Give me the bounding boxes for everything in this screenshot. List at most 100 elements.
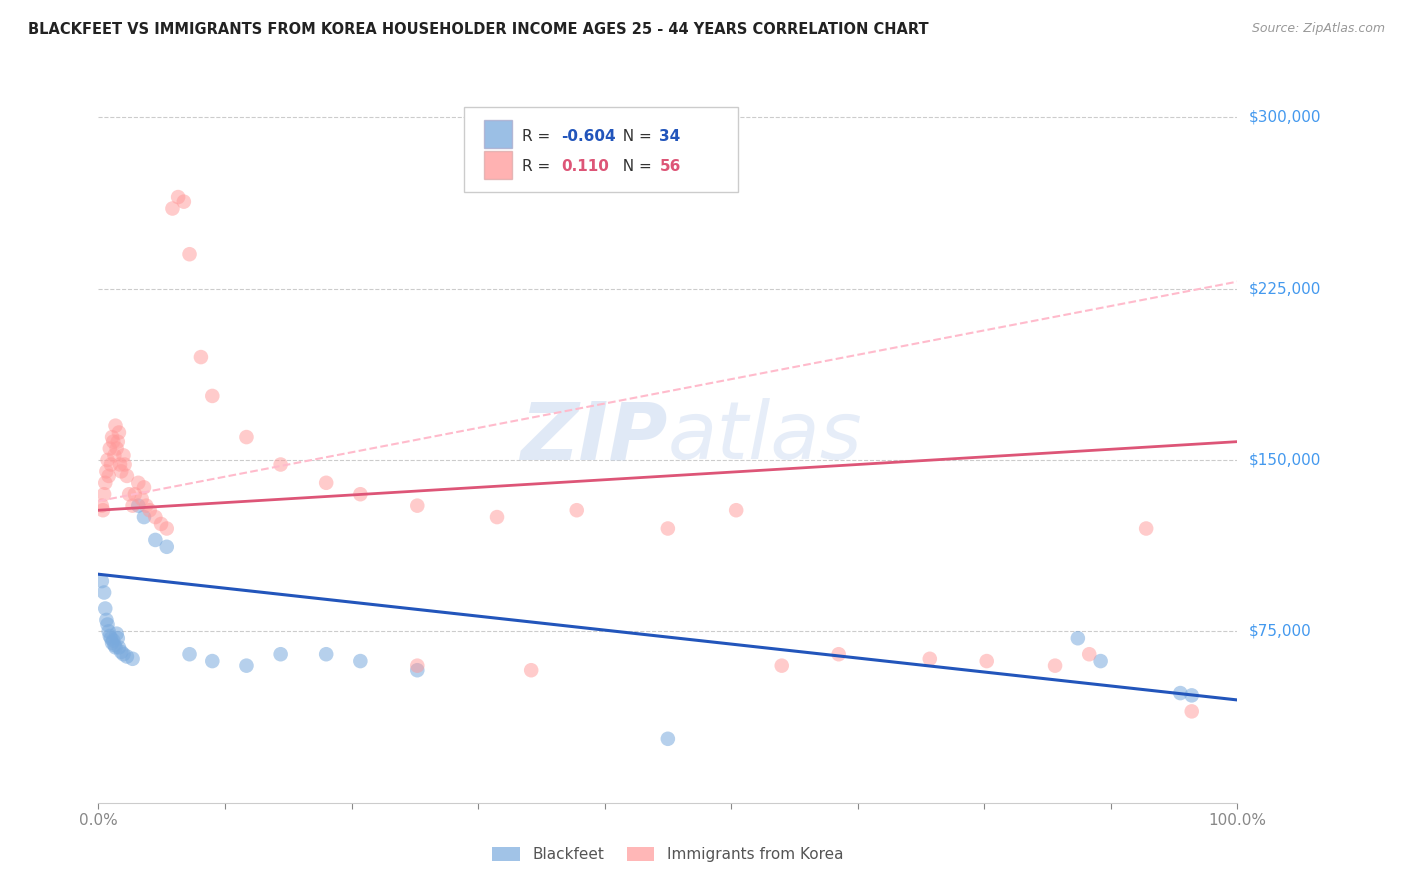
Point (179, 647, 201, 661)
Point (107, 632, 129, 646)
Point (103, 448, 125, 462)
Point (565, 503, 588, 517)
Point (406, 658, 429, 673)
Point (121, 499, 143, 513)
Point (121, 652, 143, 666)
Point (162, 202, 184, 216)
Point (96, 453, 118, 467)
Point (201, 389, 224, 403)
Point (108, 425, 131, 440)
Point (90, 574, 112, 588)
Text: 56: 56 (659, 160, 681, 174)
Point (110, 645, 132, 659)
Point (173, 194, 195, 209)
Point (167, 190, 190, 204)
Point (93, 487, 115, 501)
Point (96, 464, 118, 478)
Text: atlas: atlas (668, 398, 863, 476)
Point (976, 654, 998, 668)
Point (657, 521, 679, 535)
Point (101, 430, 124, 444)
Point (100, 632, 122, 646)
Point (145, 510, 167, 524)
Point (132, 480, 155, 494)
Point (406, 663, 429, 677)
Point (150, 516, 173, 531)
Point (103, 633, 125, 648)
Point (349, 487, 371, 501)
Point (1170, 686, 1192, 700)
Point (94, 601, 117, 615)
Point (105, 626, 128, 640)
Point (104, 418, 127, 433)
Text: $300,000: $300,000 (1249, 110, 1320, 125)
Point (349, 654, 371, 668)
Point (315, 475, 337, 490)
Point (406, 499, 429, 513)
Point (156, 521, 179, 535)
Point (1181, 689, 1204, 703)
Point (486, 510, 509, 524)
Point (112, 647, 135, 661)
Point (770, 658, 793, 673)
Point (127, 499, 149, 513)
Point (103, 638, 125, 652)
Point (112, 448, 135, 462)
Point (145, 533, 167, 547)
Point (96, 617, 118, 632)
Point (132, 510, 155, 524)
Point (918, 652, 941, 666)
Point (108, 640, 131, 655)
Point (103, 434, 125, 449)
Point (108, 458, 131, 472)
Point (100, 458, 122, 472)
Point (131, 491, 153, 506)
Point (114, 458, 136, 472)
Point (201, 654, 224, 668)
Point (105, 442, 128, 456)
Point (1078, 647, 1101, 661)
Point (90, 499, 112, 513)
Text: $225,000: $225,000 (1249, 281, 1320, 296)
Point (124, 487, 146, 501)
Point (1181, 705, 1204, 719)
Point (107, 434, 129, 449)
Point (96, 613, 118, 627)
Point (1135, 521, 1157, 535)
Point (91, 503, 114, 517)
Point (135, 499, 157, 513)
Point (235, 430, 257, 444)
Point (115, 649, 138, 664)
Point (115, 469, 138, 483)
Text: BLACKFEET VS IMMIGRANTS FROM KOREA HOUSEHOLDER INCOME AGES 25 - 44 YEARS CORRELA: BLACKFEET VS IMMIGRANTS FROM KOREA HOUSE… (28, 22, 929, 37)
Point (315, 647, 337, 661)
Point (725, 503, 748, 517)
Point (127, 475, 149, 490)
Point (104, 640, 127, 655)
Legend: Blackfeet, Immigrants from Korea: Blackfeet, Immigrants from Korea (486, 840, 849, 868)
Point (118, 487, 141, 501)
Text: $75,000: $75,000 (1249, 624, 1312, 639)
Point (190, 350, 212, 364)
Text: Source: ZipAtlas.com: Source: ZipAtlas.com (1251, 22, 1385, 36)
Text: $150,000: $150,000 (1249, 452, 1320, 467)
Point (93, 585, 115, 599)
Point (520, 663, 543, 677)
Point (138, 503, 160, 517)
Point (97, 469, 120, 483)
Text: N =: N = (613, 160, 657, 174)
Point (1067, 632, 1090, 646)
Text: R =: R = (522, 129, 555, 144)
Point (270, 647, 292, 661)
Point (97, 624, 120, 639)
Text: -0.604: -0.604 (561, 129, 616, 144)
Point (98, 629, 121, 643)
Point (98, 442, 121, 456)
Point (1043, 658, 1066, 673)
Point (110, 464, 132, 478)
Point (179, 247, 201, 261)
Point (657, 731, 679, 746)
Point (94, 475, 117, 490)
Point (101, 636, 124, 650)
Point (828, 647, 851, 661)
